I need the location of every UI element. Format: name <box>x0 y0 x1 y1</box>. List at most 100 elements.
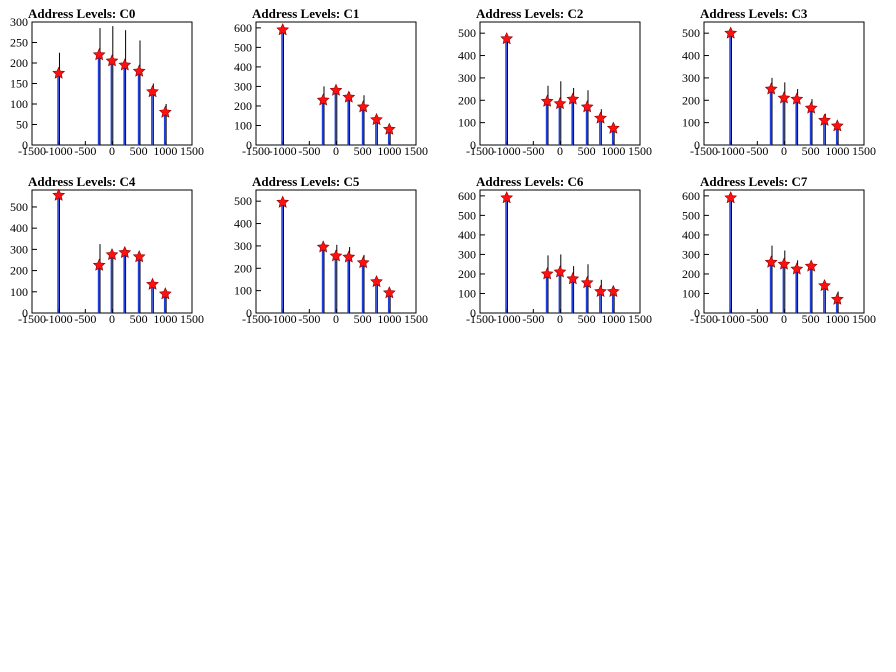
y-tick-label: 0 <box>246 306 252 320</box>
y-tick-label: 200 <box>234 99 252 113</box>
y-tick-label: 300 <box>10 242 28 256</box>
x-tick-label: -1500 <box>242 144 270 158</box>
y-tick-label: 100 <box>458 116 476 130</box>
peak-marker-star <box>777 257 791 270</box>
x-tick-label: 1500 <box>628 312 652 326</box>
x-tick-label: -500 <box>746 144 768 158</box>
x-tick-label: -500 <box>298 144 320 158</box>
chart-panel-7: Address Levels: C7 0 100 200 300 400 500 600 -15… <box>682 174 876 326</box>
y-tick-label: 0 <box>22 306 28 320</box>
peak-marker-star <box>500 191 514 204</box>
x-tick-label: -500 <box>746 312 768 326</box>
x-tick-label: 1500 <box>180 144 204 158</box>
y-tick-label: 200 <box>10 56 28 70</box>
y-tick-label: 0 <box>246 138 252 152</box>
x-tick-label: -1000 <box>493 144 521 158</box>
y-tick-label: 200 <box>458 267 476 281</box>
x-tick-label: 500 <box>802 144 820 158</box>
peak-marker-star <box>276 23 290 36</box>
x-tick-label: -500 <box>522 312 544 326</box>
x-tick-label: 500 <box>578 144 596 158</box>
peak-marker-star <box>276 195 290 208</box>
y-tick-label: 300 <box>682 71 700 85</box>
x-tick-label: 1500 <box>628 144 652 158</box>
y-tick-label: 300 <box>10 15 28 29</box>
x-tick-label: -500 <box>298 312 320 326</box>
y-tick-label: 400 <box>10 221 28 235</box>
y-tick-label: 400 <box>458 228 476 242</box>
peak-marker-star <box>790 262 804 275</box>
x-tick-label: 500 <box>578 312 596 326</box>
peak-marker-star <box>594 284 607 298</box>
x-tick-label: -1000 <box>717 144 745 158</box>
peak-marker-star <box>764 255 778 268</box>
chart-title: Address Levels: C3 <box>700 6 808 21</box>
y-tick-label: 500 <box>682 208 700 222</box>
peak-marker-star <box>580 100 594 113</box>
peak-marker-star <box>382 286 396 299</box>
chart-title: Address Levels: C4 <box>28 174 136 189</box>
peak-marker-star <box>553 96 567 110</box>
peak-marker-star <box>52 188 66 201</box>
y-tick-label: 600 <box>682 189 700 203</box>
x-tick-label: -1500 <box>18 144 46 158</box>
peak-marker-star <box>818 113 831 126</box>
peak-marker-star <box>566 272 580 285</box>
peak-marker-star <box>594 111 607 124</box>
peak-marker-star <box>316 93 330 106</box>
chart-panel-6: Address Levels: C6 0 100 200 300 400 500 600 -15… <box>458 174 652 326</box>
x-tick-label: -1000 <box>493 312 521 326</box>
peak-marker-star <box>146 277 159 290</box>
y-tick-label: 100 <box>682 286 700 300</box>
x-tick-label: -500 <box>74 312 96 326</box>
x-tick-label: 1500 <box>180 312 204 326</box>
peak-marker-star <box>500 32 514 45</box>
x-tick-label: 0 <box>557 144 563 158</box>
x-tick-label: -1500 <box>18 312 46 326</box>
x-tick-label: -1500 <box>690 312 718 326</box>
x-tick-label: -1000 <box>717 312 745 326</box>
x-tick-label: 500 <box>130 312 148 326</box>
peak-marker-star <box>158 287 172 300</box>
x-tick-label: -1000 <box>269 312 297 326</box>
x-tick-label: 1000 <box>601 144 625 158</box>
y-tick-label: 300 <box>458 247 476 261</box>
y-tick-label: 300 <box>458 71 476 85</box>
y-tick-label: 50 <box>16 118 28 132</box>
chart-title: Address Levels: C1 <box>252 6 359 21</box>
x-tick-label: -1500 <box>466 144 494 158</box>
peak-marker-star <box>606 121 620 134</box>
x-tick-label: 0 <box>781 312 787 326</box>
peak-marker-star <box>540 94 554 107</box>
y-tick-label: 500 <box>234 40 252 54</box>
y-tick-label: 300 <box>682 247 700 261</box>
y-tick-label: 0 <box>694 138 700 152</box>
y-tick-label: 100 <box>682 116 700 130</box>
y-tick-label: 150 <box>10 77 28 91</box>
peak-marker-star <box>118 58 132 71</box>
y-tick-label: 250 <box>10 36 28 50</box>
peak-marker-star <box>553 265 567 278</box>
chart-title: Address Levels: C6 <box>476 174 584 189</box>
y-tick-label: 100 <box>234 284 252 298</box>
x-tick-label: -500 <box>74 144 96 158</box>
chart-title: Address Levels: C2 <box>476 6 583 21</box>
y-tick-label: 0 <box>694 306 700 320</box>
y-tick-label: 400 <box>682 49 700 63</box>
x-tick-label: 1000 <box>825 312 849 326</box>
peak-marker-star <box>790 92 804 105</box>
peak-marker-star <box>342 250 356 263</box>
y-tick-label: 200 <box>682 267 700 281</box>
x-tick-label: 500 <box>802 312 820 326</box>
peak-marker-star <box>777 91 791 104</box>
x-tick-label: 0 <box>333 144 339 158</box>
x-tick-label: 0 <box>557 312 563 326</box>
peak-marker-star <box>606 284 620 298</box>
x-tick-label: 1000 <box>153 144 177 158</box>
x-tick-label: 500 <box>130 144 148 158</box>
peak-marker-star <box>132 250 146 263</box>
peak-marker-star <box>830 119 844 132</box>
x-tick-label: -1500 <box>242 312 270 326</box>
x-tick-label: -1000 <box>269 144 297 158</box>
peak-marker-star <box>356 255 370 269</box>
